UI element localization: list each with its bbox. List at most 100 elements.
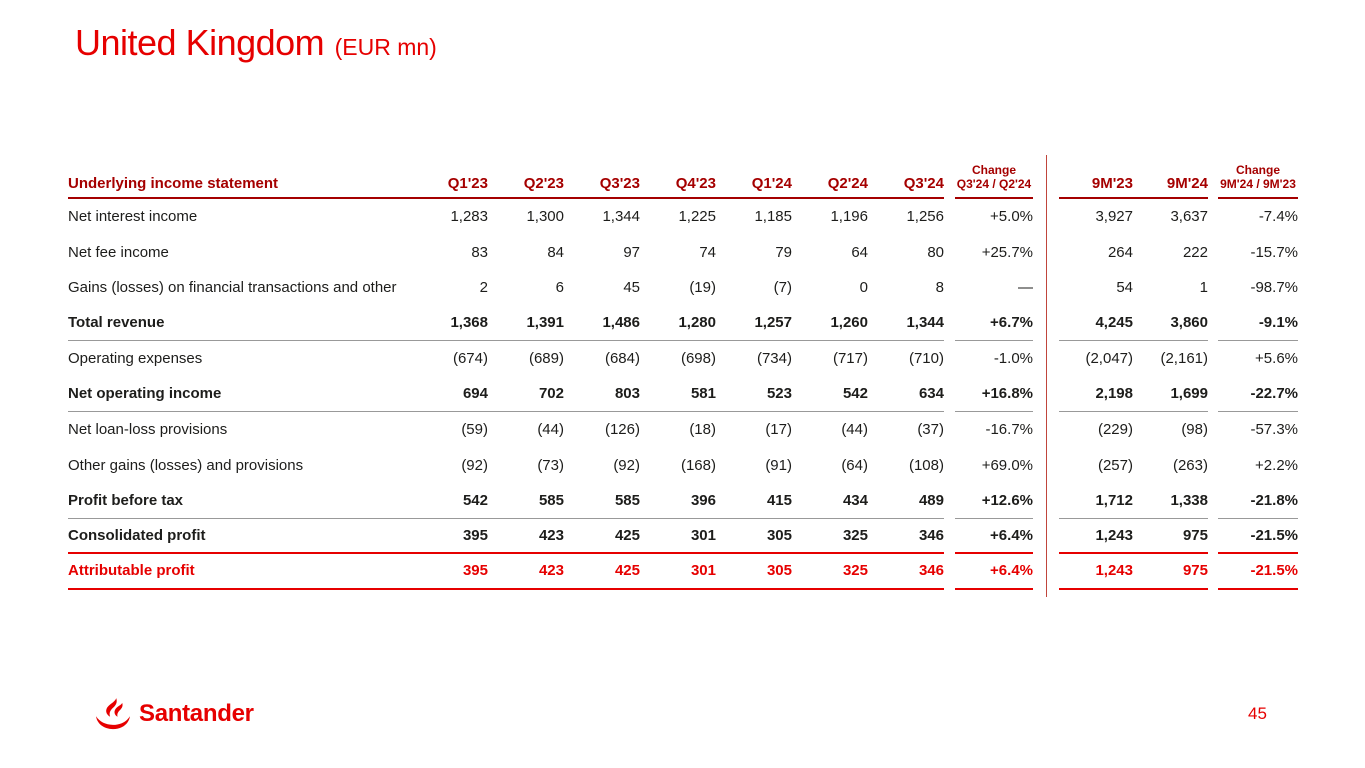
value-quarter-2: 585 <box>564 483 640 519</box>
row-spacer-2 <box>1208 306 1218 342</box>
row-spacer-1 <box>944 270 955 306</box>
value-quarter-3: 1,280 <box>640 306 716 341</box>
value-quarter-6: 489 <box>868 483 944 519</box>
value-quarter-6: 634 <box>868 377 944 412</box>
value-change-ninemonth: +2.2% <box>1255 456 1298 474</box>
row-spacer-1 <box>944 448 955 484</box>
value-quarter-2: 45 <box>623 279 640 297</box>
row-spacer-2 <box>1208 235 1218 271</box>
value-quarter-2: 1,486 <box>564 306 640 341</box>
value-quarter-3: 74 <box>699 243 716 261</box>
row-label: Net operating income <box>68 377 412 412</box>
header-change-ninemonth: Change 9M'24 / 9M'23 <box>1218 155 1298 199</box>
table-row: Profit before tax 542 585 585 396 415 434 489 +1… <box>68 483 1298 519</box>
value-quarter-3: (18) <box>689 421 716 439</box>
value-quarter-2: 97 <box>623 243 640 261</box>
header-spacer-1 <box>944 155 955 199</box>
value-quarter-3: 301 <box>640 519 716 554</box>
table-row: Net interest income 1,283 1,300 1,344 1,225 1… <box>68 199 1298 235</box>
value-change-ninemonth: -98.7% <box>1250 279 1298 297</box>
value-quarter-5: (717) <box>832 350 868 368</box>
header-quarter-1: Q2'23 <box>488 155 564 199</box>
value-change-quarter: +16.8% <box>955 377 1033 412</box>
value-ninemonth-0: 264 <box>1107 243 1133 261</box>
value-quarter-5: 64 <box>851 243 868 261</box>
value-change-quarter: -16.7% <box>985 421 1033 439</box>
row-spacer-2 <box>1208 412 1218 448</box>
row-spacer-1 <box>944 306 955 342</box>
row-label: Gains (losses) on financial transactions… <box>68 279 397 297</box>
value-quarter-1: 1,391 <box>488 306 564 341</box>
header-change-ninemonth-word: Change <box>1235 163 1280 177</box>
value-ninemonth-0: 3,927 <box>1095 208 1133 226</box>
value-quarter-5: (44) <box>841 421 868 439</box>
table-row: Consolidated profit 395 423 425 301 305 325 346… <box>68 519 1298 555</box>
row-spacer-2 <box>1208 270 1218 306</box>
header-change-quarter-sub: Q3'24 / Q2'24 <box>956 177 1032 191</box>
row-spacer-1 <box>944 377 955 413</box>
row-label: Attributable profit <box>68 554 412 590</box>
value-ninemonth-1: 975 <box>1133 519 1208 554</box>
section-divider-line <box>1046 155 1047 597</box>
row-spacer-1 <box>944 341 955 377</box>
value-quarter-0: 1,283 <box>450 208 488 226</box>
value-ninemonth-0: (2,047) <box>1085 350 1133 368</box>
row-spacer-2 <box>1208 519 1218 555</box>
value-quarter-4: 523 <box>716 377 792 412</box>
value-ninemonth-0: 4,245 <box>1059 306 1133 341</box>
value-quarter-3: 301 <box>640 554 716 590</box>
value-ninemonth-0: 1,712 <box>1059 483 1133 519</box>
row-spacer-2 <box>1208 448 1218 484</box>
header-quarter-0: Q1'23 <box>412 155 488 199</box>
header-change-quarter-word: Change <box>971 163 1016 177</box>
value-quarter-3: (698) <box>680 350 716 368</box>
santander-logo: Santander <box>95 698 254 730</box>
row-spacer-1 <box>944 554 955 590</box>
value-quarter-2: 1,344 <box>602 208 640 226</box>
value-quarter-4: 305 <box>716 554 792 590</box>
header-ninemonth-0: 9M'23 <box>1059 155 1133 199</box>
header-quarter-2: Q3'23 <box>564 155 640 199</box>
table-row: Gains (losses) on financial transactions… <box>68 270 1298 306</box>
value-ninemonth-1: 1 <box>1199 279 1208 297</box>
value-quarter-0: 1,368 <box>412 306 488 341</box>
row-label: Other gains (losses) and provisions <box>68 456 304 474</box>
value-quarter-6: (108) <box>908 456 944 474</box>
value-ninemonth-1: 222 <box>1182 243 1208 261</box>
value-ninemonth-1: 1,338 <box>1133 483 1208 519</box>
header-quarter-3: Q4'23 <box>640 155 716 199</box>
row-spacer-2 <box>1208 483 1218 519</box>
header-quarter-4: Q1'24 <box>716 155 792 199</box>
row-label: Profit before tax <box>68 483 412 519</box>
value-change-ninemonth: -21.8% <box>1218 483 1298 519</box>
value-quarter-2: (92) <box>613 456 640 474</box>
value-quarter-2: (684) <box>604 350 640 368</box>
row-label: Net loan-loss provisions <box>68 421 228 439</box>
value-change-ninemonth: -22.7% <box>1218 377 1298 412</box>
value-change-ninemonth: -15.7% <box>1250 243 1298 261</box>
table-row: Attributable profit 395 423 425 301 305 325 346… <box>68 554 1298 590</box>
value-quarter-3: (168) <box>680 456 716 474</box>
value-change-quarter: +6.4% <box>955 554 1033 590</box>
santander-flame-icon <box>96 698 130 730</box>
table-row: Other gains (losses) and provisions (92) (… <box>68 448 1298 484</box>
value-quarter-1: 702 <box>488 377 564 412</box>
value-quarter-1: (689) <box>528 350 564 368</box>
page-title-unit: (EUR mn) <box>334 34 437 60</box>
header-ninemonth-1: 9M'24 <box>1133 155 1208 199</box>
row-spacer-1 <box>944 235 955 271</box>
table-body: Net interest income 1,283 1,300 1,344 1,225 1… <box>68 199 1298 590</box>
value-quarter-4: (91) <box>765 456 792 474</box>
value-quarter-2: (126) <box>604 421 640 439</box>
value-quarter-4: (734) <box>756 350 792 368</box>
header-spacer-2 <box>1208 155 1218 199</box>
value-quarter-6: (37) <box>917 421 944 439</box>
row-label: Net fee income <box>68 243 169 261</box>
value-quarter-0: 694 <box>412 377 488 412</box>
table-row: Net fee income 83 84 97 74 79 64 80 +25.7% 264 222… <box>68 235 1298 271</box>
value-quarter-0: 395 <box>412 554 488 590</box>
value-change-quarter: — <box>1018 279 1033 297</box>
value-ninemonth-0: 1,243 <box>1059 554 1133 590</box>
value-quarter-4: (17) <box>765 421 792 439</box>
value-quarter-2: 425 <box>564 519 640 554</box>
